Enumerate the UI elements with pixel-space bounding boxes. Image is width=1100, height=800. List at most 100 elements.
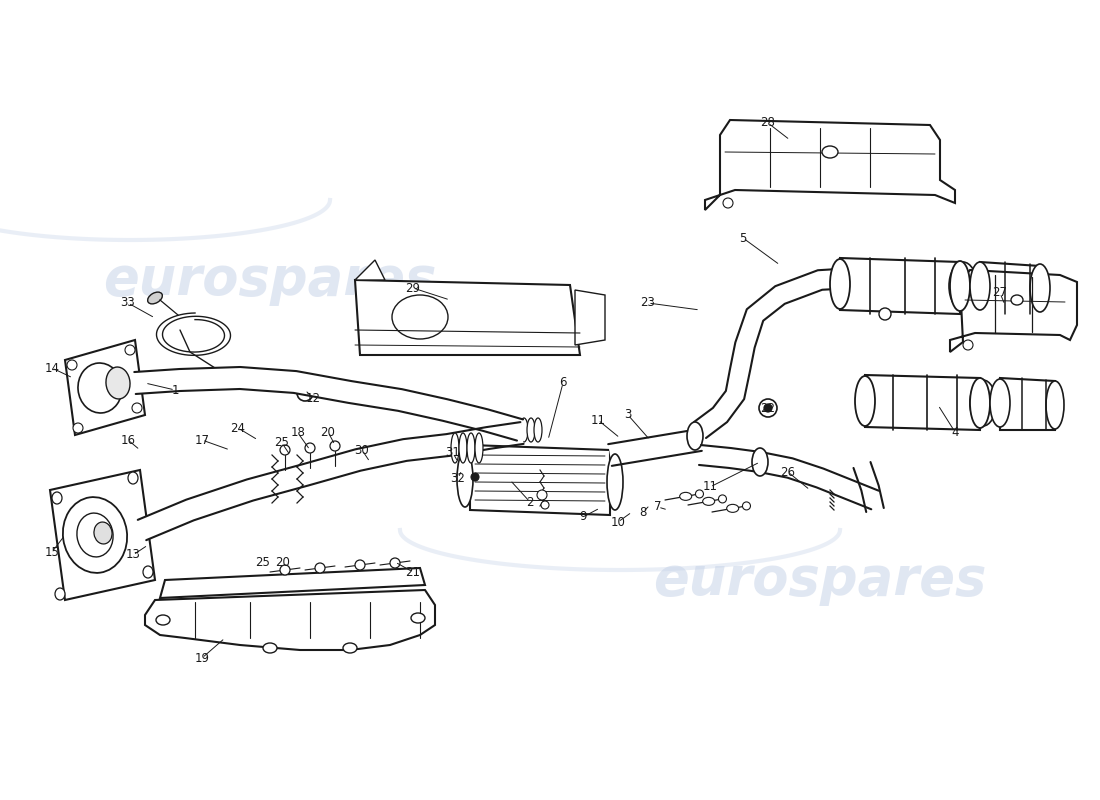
Text: 30: 30 xyxy=(354,443,370,457)
Ellipse shape xyxy=(534,418,542,442)
Polygon shape xyxy=(138,422,524,540)
Polygon shape xyxy=(470,445,610,515)
Polygon shape xyxy=(575,290,605,345)
Ellipse shape xyxy=(970,378,990,428)
Ellipse shape xyxy=(513,418,521,442)
Ellipse shape xyxy=(703,498,715,506)
Ellipse shape xyxy=(73,423,82,433)
Polygon shape xyxy=(608,429,702,466)
Ellipse shape xyxy=(468,433,475,463)
Ellipse shape xyxy=(718,495,726,503)
Ellipse shape xyxy=(764,404,772,412)
Text: 5: 5 xyxy=(739,231,747,245)
Text: 13: 13 xyxy=(125,549,141,562)
Text: eurospares: eurospares xyxy=(103,254,437,306)
Polygon shape xyxy=(840,258,960,314)
Polygon shape xyxy=(980,262,1040,314)
Ellipse shape xyxy=(343,643,358,653)
Ellipse shape xyxy=(315,563,324,573)
Ellipse shape xyxy=(727,504,739,512)
Ellipse shape xyxy=(392,295,448,339)
Text: 18: 18 xyxy=(290,426,306,439)
Ellipse shape xyxy=(742,502,750,510)
Text: 1: 1 xyxy=(172,383,178,397)
Ellipse shape xyxy=(520,418,528,442)
Ellipse shape xyxy=(990,379,1010,427)
Ellipse shape xyxy=(147,292,163,304)
Text: 19: 19 xyxy=(195,651,209,665)
Text: 27: 27 xyxy=(992,286,1008,299)
Ellipse shape xyxy=(970,380,996,426)
Ellipse shape xyxy=(128,472,138,484)
Ellipse shape xyxy=(1030,264,1050,312)
Ellipse shape xyxy=(305,443,315,453)
Ellipse shape xyxy=(962,340,974,350)
Text: 25: 25 xyxy=(255,557,271,570)
Ellipse shape xyxy=(1046,381,1064,429)
Text: 6: 6 xyxy=(559,377,566,390)
Ellipse shape xyxy=(949,262,977,310)
Ellipse shape xyxy=(125,345,135,355)
Ellipse shape xyxy=(752,448,768,476)
Ellipse shape xyxy=(67,360,77,370)
Polygon shape xyxy=(134,367,522,441)
Polygon shape xyxy=(355,280,580,355)
Ellipse shape xyxy=(1011,295,1023,305)
Polygon shape xyxy=(950,270,1077,352)
Ellipse shape xyxy=(156,615,170,625)
Ellipse shape xyxy=(451,433,459,463)
Ellipse shape xyxy=(970,262,990,310)
Ellipse shape xyxy=(78,363,122,413)
Ellipse shape xyxy=(106,367,130,399)
Text: 26: 26 xyxy=(781,466,795,478)
Text: 12: 12 xyxy=(306,391,320,405)
Text: eurospares: eurospares xyxy=(653,554,987,606)
Ellipse shape xyxy=(688,422,703,450)
Text: 10: 10 xyxy=(610,515,626,529)
Text: 20: 20 xyxy=(320,426,336,438)
Text: 17: 17 xyxy=(195,434,209,446)
Ellipse shape xyxy=(527,418,535,442)
Ellipse shape xyxy=(411,613,425,623)
Ellipse shape xyxy=(723,198,733,208)
Text: 11: 11 xyxy=(591,414,605,426)
Ellipse shape xyxy=(390,558,400,568)
Polygon shape xyxy=(698,445,879,510)
Ellipse shape xyxy=(280,445,290,455)
Text: 4: 4 xyxy=(952,426,959,438)
Text: 2: 2 xyxy=(526,495,534,509)
Ellipse shape xyxy=(879,308,891,320)
Ellipse shape xyxy=(280,565,290,575)
Ellipse shape xyxy=(459,433,468,463)
Ellipse shape xyxy=(77,513,113,557)
Text: 24: 24 xyxy=(231,422,245,434)
Polygon shape xyxy=(854,462,883,512)
Ellipse shape xyxy=(950,261,970,311)
Ellipse shape xyxy=(132,403,142,413)
Text: 33: 33 xyxy=(121,297,135,310)
Ellipse shape xyxy=(607,454,623,510)
Ellipse shape xyxy=(822,146,838,158)
Text: 8: 8 xyxy=(639,506,647,518)
Ellipse shape xyxy=(263,643,277,653)
Ellipse shape xyxy=(695,490,704,498)
Polygon shape xyxy=(1000,378,1055,430)
Ellipse shape xyxy=(52,492,62,504)
Ellipse shape xyxy=(55,588,65,600)
Ellipse shape xyxy=(143,566,153,578)
Polygon shape xyxy=(355,260,385,280)
Text: 11: 11 xyxy=(703,481,717,494)
Ellipse shape xyxy=(63,497,128,573)
Text: 7: 7 xyxy=(654,501,662,514)
Text: 14: 14 xyxy=(44,362,59,374)
Ellipse shape xyxy=(355,560,365,570)
Text: 32: 32 xyxy=(451,471,465,485)
Text: 29: 29 xyxy=(406,282,420,294)
Ellipse shape xyxy=(475,433,483,463)
Text: 3: 3 xyxy=(625,409,631,422)
Ellipse shape xyxy=(537,490,547,500)
Ellipse shape xyxy=(680,492,692,500)
Text: 22: 22 xyxy=(760,402,775,414)
Text: 31: 31 xyxy=(446,446,461,459)
Ellipse shape xyxy=(830,259,850,309)
